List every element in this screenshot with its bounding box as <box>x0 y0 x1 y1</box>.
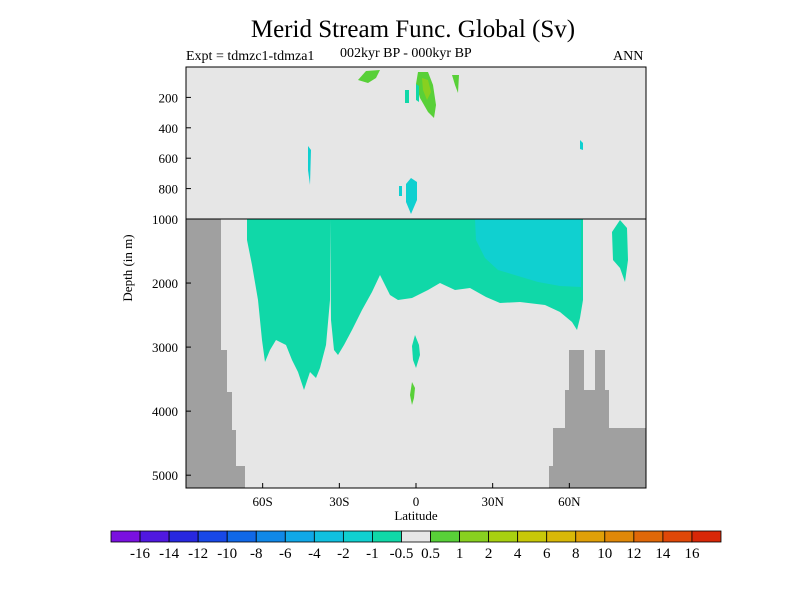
colorbar-swatch <box>197 530 228 543</box>
colorbar-label: 6 <box>543 546 551 562</box>
x-tick-label: 60N <box>558 494 581 509</box>
colorbar-swatch <box>401 530 431 543</box>
y-tick-label: 200 <box>159 90 179 105</box>
x-tick-label: 60S <box>253 494 273 509</box>
mid-depth-blob-a <box>308 146 311 185</box>
southern-negative-cell <box>247 219 330 390</box>
northern-land-mask <box>549 350 646 488</box>
colorbar-swatch <box>633 530 664 543</box>
colorbar-label: -12 <box>188 546 208 562</box>
y-tick-label: 3000 <box>152 340 178 355</box>
surface-spot-a <box>405 90 409 103</box>
y-tick-label: 1000 <box>152 212 178 227</box>
colorbar-label: -10 <box>217 546 237 562</box>
colorbar-label: -0.5 <box>390 546 414 562</box>
colorbar-label: 12 <box>626 546 641 562</box>
colorbar-label: 1 <box>456 546 464 562</box>
colorbar-label: 16 <box>684 546 700 562</box>
surface-core <box>422 78 431 100</box>
surface-spot-b <box>416 84 419 102</box>
colorbar-swatch <box>517 530 548 543</box>
x-tick-label: 30N <box>481 494 504 509</box>
colorbar-swatch <box>488 530 519 543</box>
colorbar-swatch <box>604 530 635 543</box>
colorbar-label: 14 <box>655 546 671 562</box>
surface-positive-cell-a <box>358 70 380 83</box>
colorbar-label: 8 <box>572 546 580 562</box>
colorbar-label: 0.5 <box>421 546 440 562</box>
colorbar-swatch <box>313 530 344 543</box>
colorbar-label: -8 <box>250 546 263 562</box>
colorbar-swatch <box>342 530 373 543</box>
equatorial-deep-spot <box>399 186 402 196</box>
colorbar-swatch <box>284 530 315 543</box>
colorbar-label: -16 <box>130 546 150 562</box>
colorbar-label: 2 <box>485 546 493 562</box>
equatorial-abyssal-cell <box>412 335 420 368</box>
colorbar-swatch <box>255 530 286 543</box>
y-tick-label: 5000 <box>152 468 178 483</box>
experiment-label: Expt = tdmzc1-tdmza1 <box>186 49 315 64</box>
colorbar-swatch <box>575 530 606 543</box>
colorbar-swatch <box>226 530 257 543</box>
colorbar-swatch <box>662 530 693 543</box>
north-polar-cell <box>612 220 628 282</box>
season-label: ANN <box>613 49 644 64</box>
surface-positive-cell-c <box>452 75 459 93</box>
y-tick-label: 800 <box>159 182 179 197</box>
x-axis-label: Latitude <box>394 508 438 523</box>
northern-core <box>475 219 581 287</box>
y-tick-label: 400 <box>159 121 179 136</box>
chart-title: Merid Stream Func. Global (Sv) <box>250 16 576 43</box>
colorbar-swatch <box>459 530 490 543</box>
colorbar-swatch <box>110 530 141 543</box>
colorbar-label: -2 <box>337 546 350 562</box>
mid-depth-blob-b <box>580 140 583 150</box>
y-tick-label: 600 <box>159 151 179 166</box>
colorbar-label: 10 <box>597 546 612 562</box>
antarctic-land-mask <box>186 219 245 488</box>
colorbar-label: -14 <box>159 546 179 562</box>
colorbar-label: -4 <box>308 546 321 562</box>
colorbar-swatch <box>139 530 170 543</box>
colorbar: -16 -14 -12 -10 -8 -6 -4 -2 -1 -0.5 0.5 1 2 4 6 8 10 12 14… <box>110 530 722 562</box>
axes: 60S 30S 0 30N 60N 200 400 600 800 1000 2000 3000 400… <box>120 90 581 523</box>
equatorial-deep-blob <box>410 382 415 405</box>
colorbar-swatch <box>168 530 199 543</box>
y-tick-label: 4000 <box>152 404 178 419</box>
equatorial-deep-cell <box>406 178 417 214</box>
colorbar-swatch <box>430 530 460 543</box>
x-tick-label: 30S <box>329 494 349 509</box>
colorbar-swatch <box>546 530 577 543</box>
time-range-label: 002kyr BP - 000kyr BP <box>340 46 472 61</box>
colorbar-label: -6 <box>279 546 292 562</box>
colorbar-swatch <box>691 530 722 543</box>
y-tick-label: 2000 <box>152 276 178 291</box>
colorbar-label: -1 <box>366 546 379 562</box>
colorbar-swatch <box>372 530 402 543</box>
y-axis-label: Depth (in m) <box>120 234 135 301</box>
x-tick-label: 0 <box>413 494 420 509</box>
colorbar-label: 4 <box>514 546 522 562</box>
